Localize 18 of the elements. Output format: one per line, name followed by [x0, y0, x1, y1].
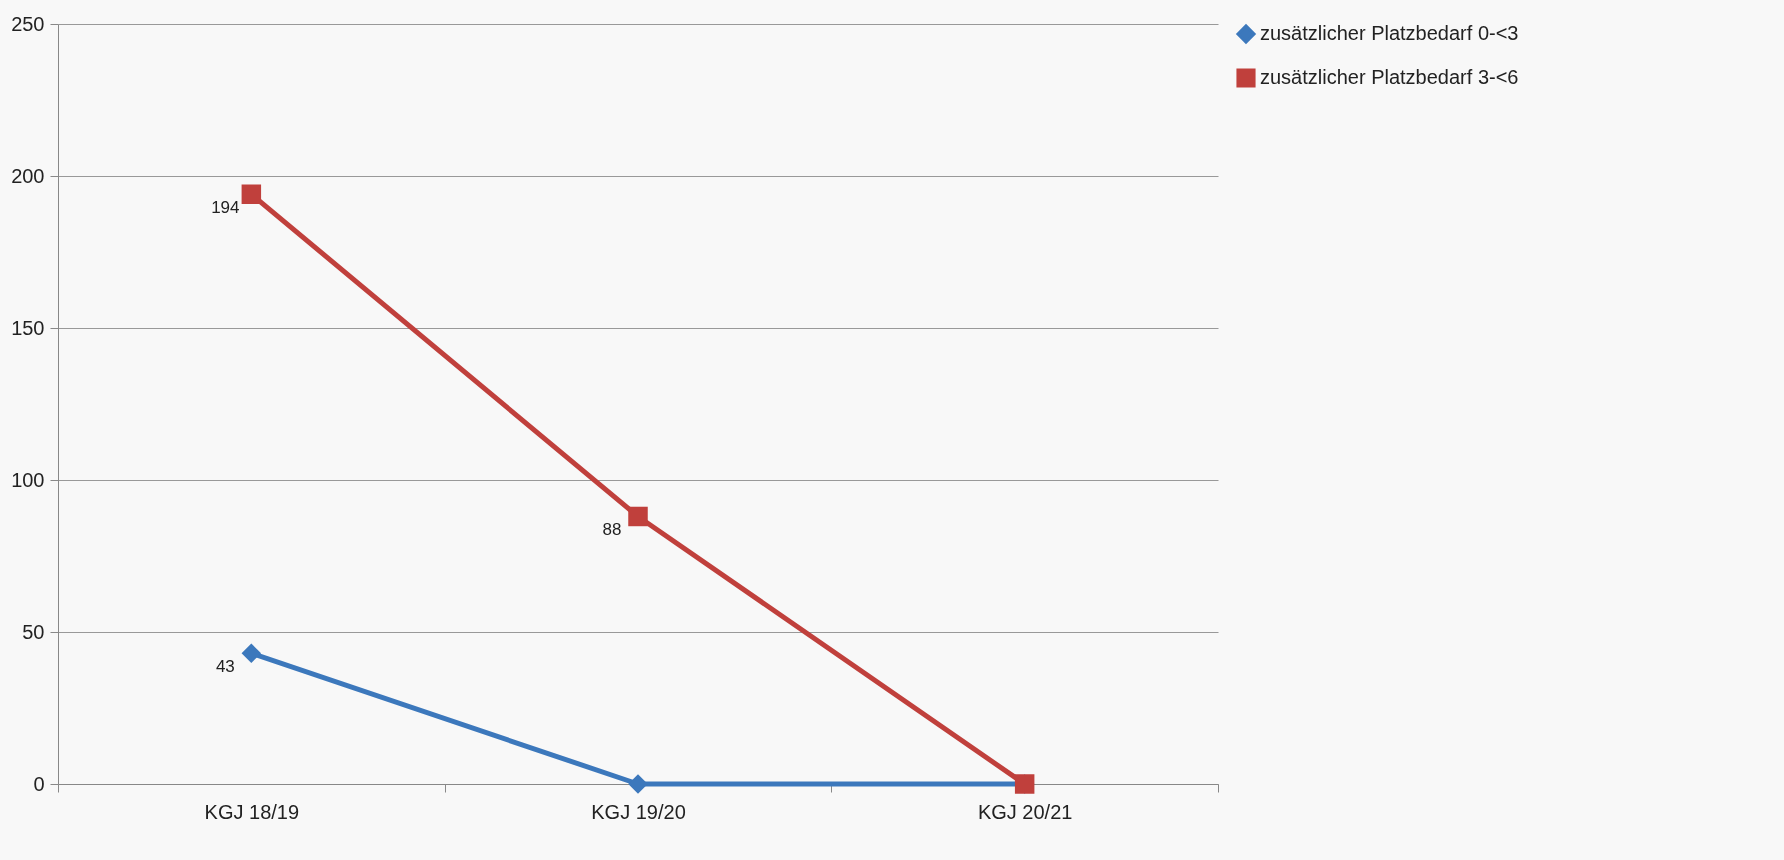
legend-label: zusätzlicher Platzbedarf 3-<6	[1260, 66, 1519, 88]
point	[628, 774, 648, 794]
point	[628, 506, 648, 527]
y-tick-label: 250	[11, 12, 45, 35]
point	[241, 643, 262, 664]
x-tick-label: KGJ 19/20	[591, 800, 686, 823]
y-tick-label: 100	[11, 468, 45, 491]
x-tick-label: KGJ 20/21	[977, 800, 1073, 823]
point	[241, 184, 262, 204]
legend-label: zusätzlicher Platzbedarf 0-<3	[1260, 22, 1519, 44]
y-tick-label: 200	[11, 164, 45, 187]
y-tick-label: 50	[22, 620, 45, 643]
y-tick-label: 150	[11, 316, 45, 339]
data-label: 88	[602, 520, 622, 540]
y-tick-label: 0	[33, 772, 45, 795]
data-label: 194	[211, 198, 240, 218]
x-tick-label: KGJ 18/19	[204, 800, 300, 823]
data-label: 43	[215, 657, 235, 677]
